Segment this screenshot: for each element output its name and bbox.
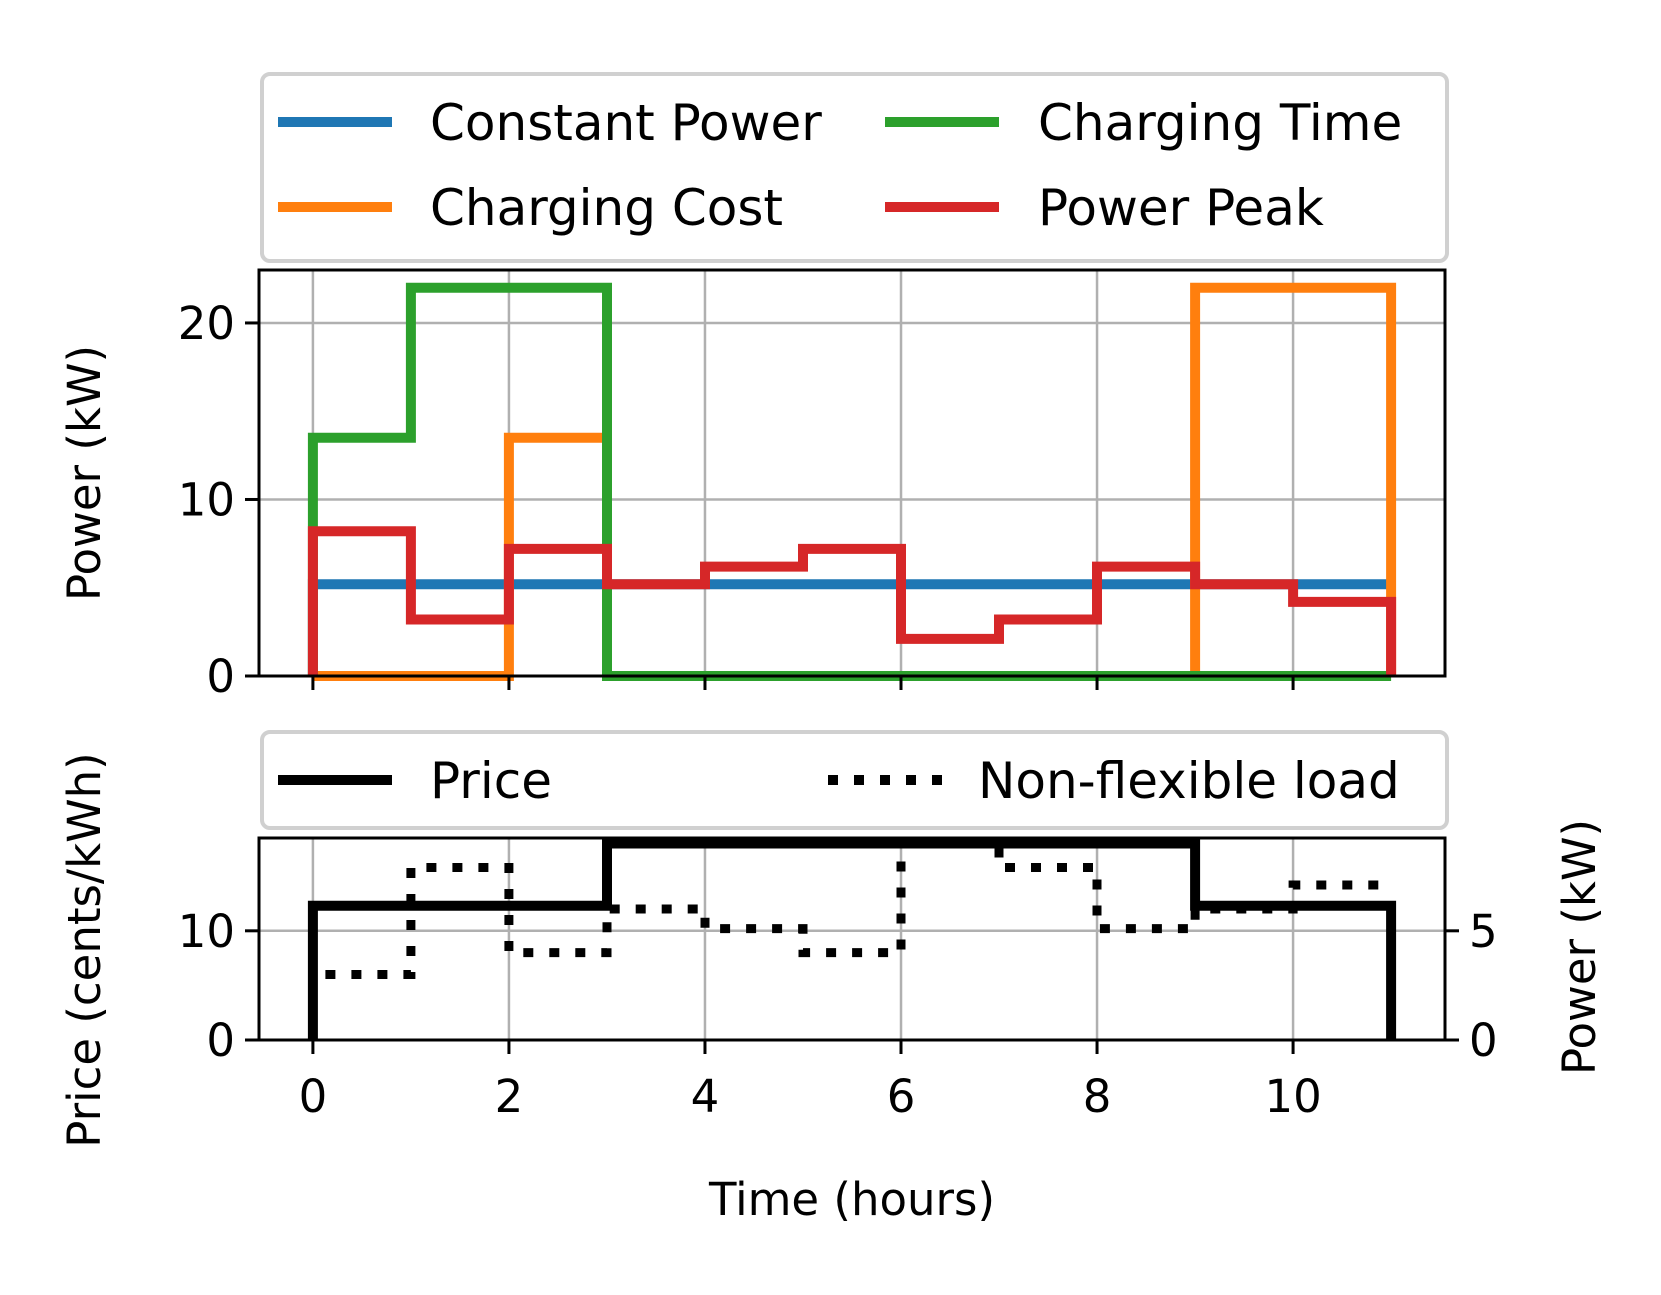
- x-tick-label-10: 10: [1264, 1070, 1321, 1123]
- series-line-price: [307, 838, 1397, 1040]
- top-y-tick-label-10: 10: [178, 473, 235, 526]
- bottom-y-tick-label-10: 10: [178, 905, 235, 958]
- bottom-legend: Price Non-flexible load: [260, 730, 1449, 830]
- bottom-y-tick-label-0: 0: [206, 1014, 235, 1067]
- x-tick-label-4: 4: [691, 1070, 720, 1123]
- top-y-axis-label: Power (kW): [58, 345, 111, 601]
- series-line-non-flexible-load: [308, 839, 1392, 1040]
- bottom-ticks: 0 2 4 6 8 10 0 10 0 5: [178, 905, 1498, 1123]
- x-tick-label-8: 8: [1083, 1070, 1112, 1123]
- legend-label-constant-power: Constant Power: [430, 94, 822, 152]
- x-axis-label: Time (hours): [708, 1173, 995, 1226]
- bottom-right-y-axis-label: Power (kW): [1553, 819, 1606, 1075]
- bottom-grid: [259, 838, 1445, 1042]
- top-series-layer: [307, 282, 1397, 681]
- series-line-constant-power: [307, 579, 1392, 676]
- bottom-right-y-tick-label-0: 0: [1469, 1014, 1498, 1067]
- legend-label-non-flexible-load: Non-flexible load: [978, 752, 1400, 810]
- top-legend-frame: [260, 72, 1449, 263]
- top-panel: 0 10 20 Power (kW): [58, 268, 1447, 703]
- bottom-plot-frame: [257, 836, 1447, 1042]
- bottom-right-y-tick-label-5: 5: [1469, 905, 1498, 958]
- legend-label-power-peak: Power Peak: [1038, 179, 1324, 237]
- series-line-power-peak: [307, 526, 1397, 676]
- legend-label-charging-time: Charging Time: [1038, 94, 1402, 152]
- top-ticks: 0 10 20: [178, 297, 1295, 703]
- top-legend: Constant Power Charging Time Charging Co…: [260, 72, 1449, 263]
- top-y-tick-label-20: 20: [178, 297, 235, 350]
- x-tick-label-6: 6: [887, 1070, 916, 1123]
- x-tick-label-2: 2: [495, 1070, 524, 1123]
- top-plot-frame: [257, 268, 1447, 678]
- bottom-y-axis-label: Price (cents/kWh): [58, 752, 111, 1147]
- legend-label-charging-cost: Charging Cost: [430, 179, 783, 237]
- top-y-tick-label-0: 0: [206, 650, 235, 703]
- x-tick-label-0: 0: [299, 1070, 328, 1123]
- bottom-series-layer: [307, 838, 1397, 1040]
- legend-label-price: Price: [430, 752, 552, 810]
- bottom-panel: 0 2 4 6 8 10 0 10 0 5 Price (cents/kWh) Power (kW…: [58, 752, 1606, 1226]
